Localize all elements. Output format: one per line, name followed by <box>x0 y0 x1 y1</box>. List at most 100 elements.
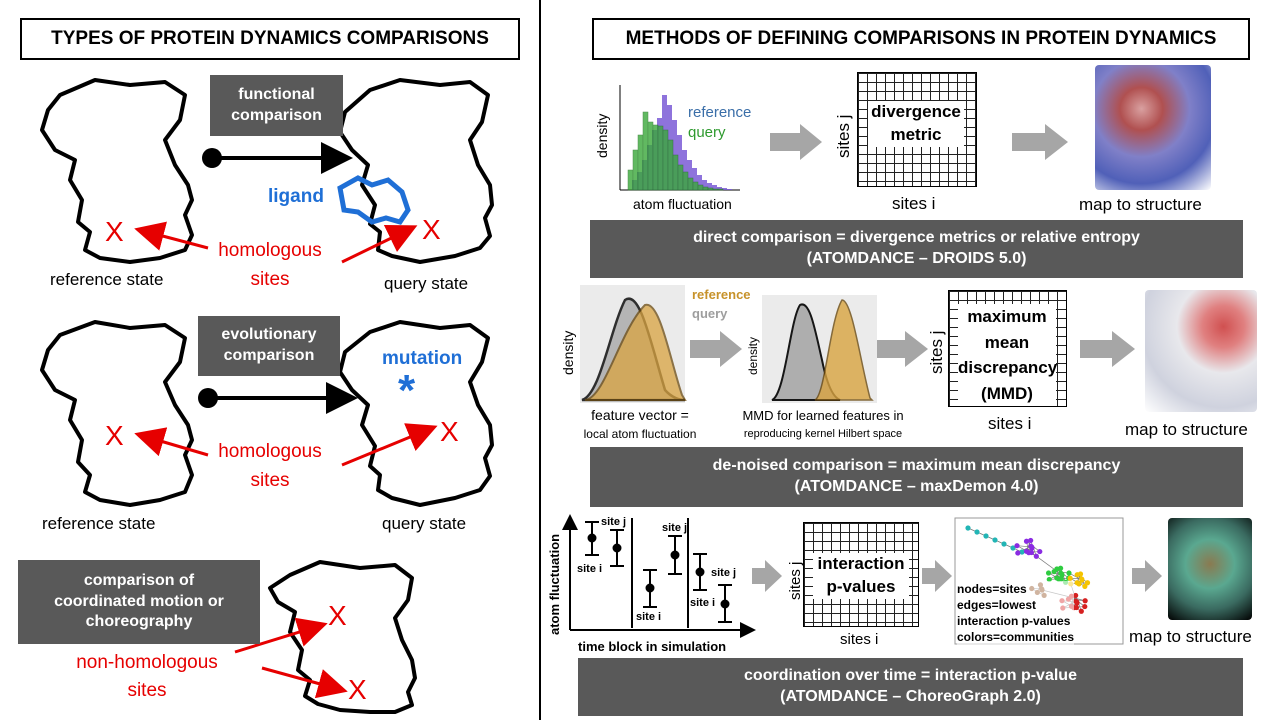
network-node <box>1023 538 1030 544</box>
hist-bar-query <box>717 188 724 191</box>
hist-bar-reference <box>722 188 727 190</box>
hist-bar-reference <box>727 189 732 190</box>
protein-outline-query-1 <box>338 78 494 264</box>
network-node <box>1067 575 1073 581</box>
evolutionary-box-line-2: comparison <box>223 347 315 364</box>
red-arrow-ref-2 <box>134 427 209 457</box>
nonhomologous-line-1: non-homologous <box>76 652 218 673</box>
error-bar <box>585 521 599 556</box>
row1-grid-label: divergence metric <box>868 101 964 147</box>
row3-map-label: map to structure <box>1129 627 1252 646</box>
site-marker-ref-2: X <box>105 420 124 451</box>
red-arrow-query-1 <box>341 224 418 264</box>
network-node <box>1019 549 1025 555</box>
row2-caption-2b: reproducing kernel Hilbert space <box>743 428 903 440</box>
site-marker-nonhom-1: X <box>328 600 347 631</box>
row1-structure-image <box>1095 65 1211 190</box>
reference-state-label-2: reference state <box>42 514 156 533</box>
row2-sites-j: sites j <box>927 330 946 374</box>
row2-caption-2: MMD for learned features in reproducing … <box>742 406 903 444</box>
row2-banner-line-1: de-noised comparison = maximum mean disc… <box>712 457 1121 475</box>
hist-bar-query <box>637 134 644 191</box>
left-panel-title: TYPES OF PROTEIN DYNAMICS COMPARISONS <box>20 18 520 60</box>
row2-ylabel-1: density <box>560 330 576 375</box>
network-node <box>965 525 971 531</box>
row1-grid-line-2: metric <box>890 124 942 144</box>
row1-sites-j: sites j <box>834 114 853 158</box>
row3-grid-line-1: interaction <box>817 554 905 573</box>
row2-legend-query: query <box>692 306 728 321</box>
network-legend-1: nodes=sites <box>957 582 1027 596</box>
network-node <box>1028 537 1034 544</box>
hist-bar-reference <box>717 187 722 190</box>
row2-structure-image <box>1145 290 1257 412</box>
row1-xlabel: atom fluctuation <box>633 196 732 212</box>
errorbar-plot <box>562 514 756 638</box>
network-node <box>1084 580 1091 586</box>
hist-bar-query <box>687 177 694 191</box>
hist-bar-reference <box>687 160 692 190</box>
reference-state-label-1: reference state <box>50 270 164 289</box>
row3-sites-j: sites j <box>787 561 804 600</box>
coordinated-box-line-1: comparison of <box>83 571 195 589</box>
row3-sites-i: sites i <box>840 631 879 648</box>
hist-bar-reference <box>682 150 687 190</box>
row3-site-i-2: site i <box>636 611 662 623</box>
mutation-label: mutation <box>382 348 463 369</box>
red-arrow-nonhom-1 <box>234 617 328 654</box>
network-node <box>1015 550 1021 556</box>
network-legend-4: colors=communities <box>957 630 1075 644</box>
hist-bar-reference <box>677 135 682 190</box>
row3-site-i-3: site i <box>690 597 716 609</box>
hist-bar-reference <box>702 180 707 190</box>
evolutionary-box-line-1: evolutionary <box>221 326 317 344</box>
row3-site-j-1: site j <box>601 516 627 528</box>
row3-banner-line-1: coordination over time = interaction p-v… <box>744 667 1077 685</box>
row2-caption-2a: MMD for learned features in <box>742 408 904 423</box>
row2-grid-line-2: mean <box>984 332 1030 352</box>
coordinated-box-line-2: coordinated motion or <box>54 592 224 610</box>
row1-banner-line-1: direct comparison = divergence metrics o… <box>693 229 1140 247</box>
functional-box-line-2: comparison <box>231 106 322 124</box>
hist-bar-query <box>642 111 649 191</box>
hist-bar-query <box>712 188 719 191</box>
protein-outline-reference-1 <box>40 78 194 264</box>
row1-legend-query: query <box>688 124 726 141</box>
row2-caption-1a: feature vector = <box>591 407 689 423</box>
hist-bar-query <box>632 149 639 191</box>
mutation-star-icon: * <box>398 366 416 415</box>
network-node <box>983 533 989 539</box>
homologous-line-1b: sites <box>250 269 290 290</box>
coordinated-box-line-3: choreography <box>85 613 193 631</box>
protein-outline-reference-2 <box>40 320 194 507</box>
network-node <box>1001 541 1007 547</box>
row3-grid-line-2: p-values <box>826 576 896 596</box>
row2-banner-line-2: (ATOMDANCE – maxDemon 4.0) <box>794 478 1039 495</box>
homologous-line-2b: sites <box>250 470 290 491</box>
row2-sites-i: sites i <box>988 414 1032 433</box>
hist-bar-query <box>652 124 659 191</box>
homologous-sites-label-2: homologous sites <box>218 437 322 495</box>
homologous-line-2a: homologous <box>218 441 322 462</box>
hist-bar-query <box>697 184 704 191</box>
site-marker-query-2: X <box>440 416 459 447</box>
gray-flow-arrows <box>690 124 1162 592</box>
network-node <box>1076 581 1082 587</box>
row3-xlabel: time block in simulation <box>578 639 727 654</box>
network-node <box>1010 545 1016 551</box>
row2-grid-line-3: discrepancy <box>958 358 1058 377</box>
network-node <box>1073 592 1079 599</box>
red-arrow-ref-1 <box>134 221 209 251</box>
hist-bar-query <box>657 125 664 191</box>
row1-map-label: map to structure <box>1079 195 1202 214</box>
row3-banner: coordination over time = interaction p-v… <box>578 658 1243 716</box>
network-node <box>1079 576 1085 582</box>
ligand-label: ligand <box>268 186 324 207</box>
hist-bar-query <box>647 121 654 191</box>
row2-legend-reference: reference <box>692 287 751 302</box>
hist-bar-query <box>662 129 669 191</box>
red-arrow-nonhom-2 <box>261 666 348 699</box>
hist-bar-query <box>627 169 634 191</box>
ligand-shape <box>337 175 411 225</box>
network-node <box>1046 576 1052 583</box>
